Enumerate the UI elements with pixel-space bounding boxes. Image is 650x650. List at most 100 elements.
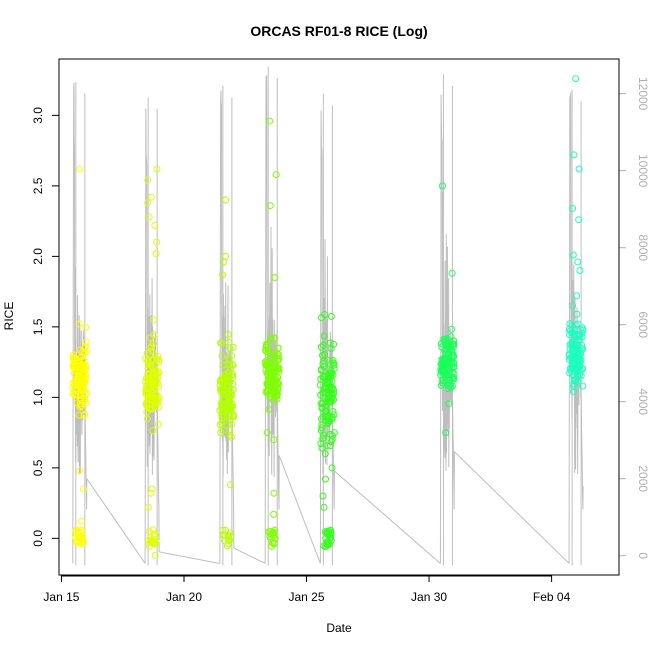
rice-point (270, 356, 278, 363)
rice-point (321, 379, 329, 387)
rice-point (325, 398, 333, 406)
rice-point (223, 360, 231, 368)
rice-point (148, 380, 156, 388)
rice-point (229, 343, 237, 351)
rice-point (81, 344, 88, 352)
rice-point (274, 352, 282, 360)
rice-point (82, 338, 90, 346)
y-tick-label: 1.0 (31, 389, 45, 406)
rice-point (272, 171, 280, 179)
rice-point (269, 396, 277, 404)
rice-point (572, 75, 580, 83)
rice-point (572, 321, 580, 329)
rice-point (569, 348, 577, 356)
rice-point (439, 182, 446, 190)
rice-point (226, 392, 234, 400)
rice-point (216, 421, 224, 429)
rice-point (154, 352, 162, 360)
rice-point (327, 312, 335, 320)
rice-point (320, 503, 328, 511)
altitude-connector (86, 478, 146, 564)
rice-point (327, 534, 334, 542)
x-axis-label: Date (326, 621, 352, 635)
rice-point (149, 536, 157, 544)
rice-point (270, 540, 278, 548)
rice-point (76, 467, 84, 475)
rice-point (321, 450, 329, 458)
rice-point (82, 362, 90, 370)
rice-point (155, 420, 162, 428)
rice-point (330, 340, 338, 348)
rice-point (270, 531, 278, 539)
rice-point (149, 363, 157, 371)
rice-point (73, 363, 81, 371)
rice-point (323, 442, 331, 450)
rice-point (565, 356, 573, 363)
rice-point (437, 371, 445, 379)
rice-point (269, 529, 277, 537)
rice-point (271, 380, 279, 388)
rice-point (225, 536, 232, 544)
rice-point (75, 411, 83, 419)
rice-point (319, 373, 327, 381)
rice-point (317, 343, 325, 351)
rice-point (264, 381, 272, 389)
rice-point (450, 340, 458, 348)
rice-point (328, 435, 336, 443)
rice-point (148, 375, 156, 383)
rice-point (570, 151, 578, 159)
rice-point (325, 370, 333, 378)
rice-point (72, 390, 80, 398)
rice-point (318, 314, 325, 322)
altitude-connector (233, 547, 266, 564)
rice-point (575, 165, 583, 173)
rice-point (267, 335, 274, 343)
rice-point (145, 528, 153, 536)
rice-point (225, 338, 233, 346)
rice-point (73, 399, 81, 407)
y2-tick-label: 8000 (636, 234, 650, 261)
rice-point (149, 427, 157, 435)
y2-tick-label: 10000 (636, 154, 650, 188)
rice-point (323, 541, 331, 549)
rice-point (224, 331, 232, 338)
rice-point (76, 165, 84, 173)
rice-points (69, 75, 587, 559)
rice-point (269, 351, 277, 359)
y-tick-label: 1.5 (31, 318, 45, 335)
rice-point (265, 367, 273, 375)
rice-point (262, 347, 270, 355)
rice-point (326, 442, 334, 450)
rice-point (322, 475, 329, 483)
rice-point (153, 398, 161, 406)
rice-point (77, 517, 85, 525)
x-tick-label: Feb 04 (533, 590, 571, 604)
rice-point (444, 358, 452, 366)
rice-point (147, 378, 155, 386)
rice-point (222, 196, 230, 204)
rice-point (263, 429, 271, 437)
rice-point (442, 429, 450, 437)
rice-point (445, 400, 453, 408)
rice-point (569, 251, 577, 259)
chart-title: ORCAS RF01-8 RICE (Log) (250, 23, 427, 39)
rice-point (317, 399, 325, 407)
rice-point (446, 376, 454, 384)
y2-tick-label: 0 (636, 552, 650, 559)
rice-point (319, 492, 327, 500)
rice-point (224, 369, 232, 377)
rice-point (77, 383, 85, 391)
rice-point (76, 400, 84, 408)
rice-point (570, 341, 578, 348)
rice-point (576, 351, 584, 359)
rice-point (228, 352, 236, 360)
rice-point (441, 373, 449, 381)
rice-point (144, 199, 152, 207)
rice-point (574, 320, 582, 328)
rice-point (578, 333, 586, 341)
rice-point (145, 213, 153, 221)
rice-point (72, 526, 80, 534)
rice-point (224, 388, 232, 396)
rice-point (575, 333, 583, 340)
rice-point (318, 424, 326, 432)
